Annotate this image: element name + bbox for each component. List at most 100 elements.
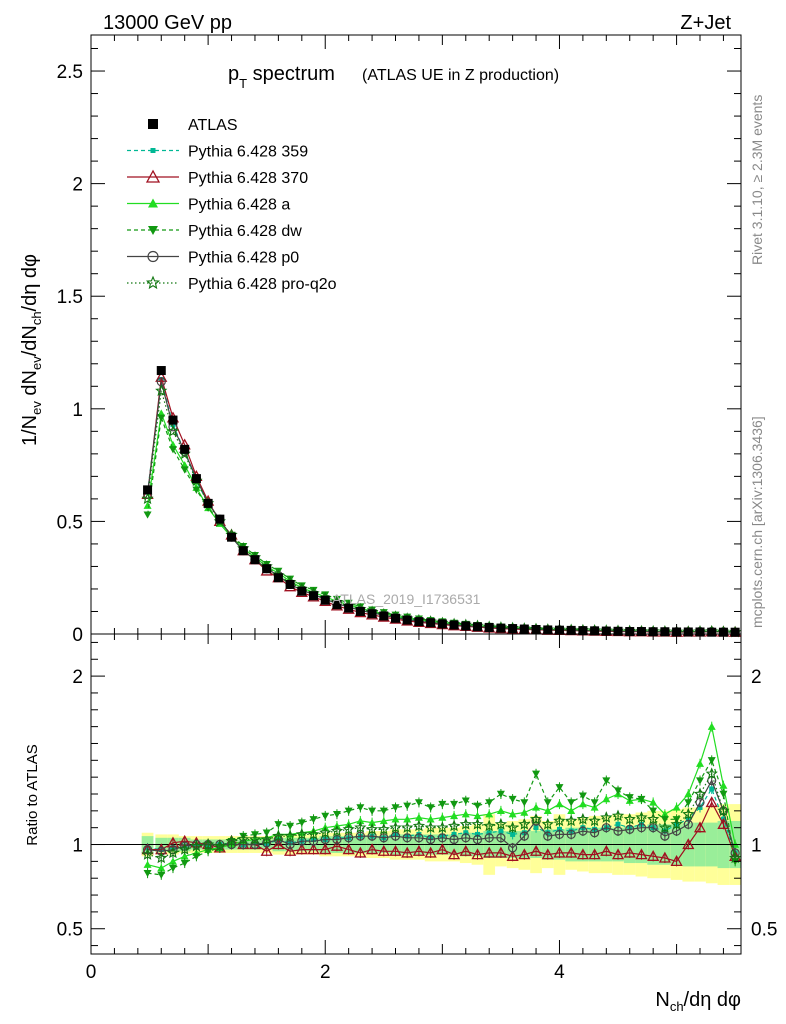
- legend-marker: [150, 148, 156, 153]
- main-point: [168, 446, 177, 454]
- ratio-point: [541, 817, 554, 830]
- ratio-point: [508, 810, 517, 818]
- ratio-point: [543, 799, 552, 807]
- y-tick-label: 1.5: [57, 287, 83, 308]
- ratio-point: [543, 831, 553, 841]
- main-point: [143, 511, 152, 519]
- ratio-point: [496, 790, 505, 798]
- ratio-point: [660, 816, 669, 824]
- legend-label: Pythia 6.428 370: [188, 170, 308, 187]
- ratio-point: [436, 821, 449, 833]
- ratio-point: [717, 817, 730, 829]
- ratio-point: [486, 830, 492, 836]
- atlas-point: [683, 627, 693, 637]
- atlas-point: [156, 366, 166, 376]
- ratio-point: [143, 860, 152, 868]
- ratio-point: [578, 792, 587, 800]
- ratio-point: [295, 843, 308, 855]
- main-point: [192, 486, 201, 494]
- ratio-point: [600, 811, 613, 823]
- ratio-point: [414, 833, 424, 843]
- ratio-point: [459, 817, 472, 830]
- ratio-point: [684, 799, 693, 807]
- ratio-point: [447, 819, 461, 832]
- analysis-watermark: ATLAS_2019_I1736531: [332, 591, 481, 607]
- ratio-point: [635, 848, 648, 860]
- ratio-point: [309, 816, 318, 824]
- ratio-point: [330, 839, 344, 851]
- ratio-point: [696, 759, 705, 767]
- ratio-point: [555, 800, 564, 808]
- y-tick-label: 1: [72, 400, 83, 421]
- ratio-point: [356, 804, 365, 812]
- ratio-point: [494, 846, 508, 858]
- ratio-point: [520, 799, 529, 807]
- ratio-point: [556, 826, 562, 832]
- ratio-point: [623, 812, 636, 825]
- ratio-point: [260, 833, 273, 845]
- atlas-point: [449, 620, 459, 630]
- ratio-point: [719, 781, 728, 789]
- ratio-point: [658, 851, 671, 863]
- atlas-point: [180, 444, 190, 454]
- atlas-point: [332, 600, 342, 610]
- ratio-point: [461, 810, 470, 818]
- ratio-point: [649, 807, 658, 815]
- ratio-point: [178, 843, 191, 855]
- ratio-point: [498, 828, 504, 834]
- ratio-y-axis: 0.5 0.5 1 1 2 2: [57, 641, 777, 947]
- ratio-plot-data: [141, 721, 742, 880]
- main-point: [155, 370, 168, 382]
- ratio-point: [682, 838, 695, 850]
- ratio-point: [685, 816, 691, 822]
- ratio-point: [424, 821, 437, 833]
- main-point: [286, 575, 295, 583]
- atlas-point: [203, 498, 213, 508]
- ratio-point: [578, 800, 587, 808]
- ratio-point: [471, 848, 484, 860]
- ratio-point: [567, 799, 576, 807]
- ratio-point: [389, 844, 402, 856]
- ratio-point: [412, 844, 426, 856]
- ratio-point: [377, 844, 390, 856]
- legend-label: ATLAS: [188, 117, 238, 134]
- legend-label: Pythia 6.428 dw: [188, 223, 302, 240]
- ratio-point: [647, 849, 660, 861]
- ratio-point: [649, 798, 658, 806]
- ratio-point: [567, 806, 576, 815]
- atlas-point: [143, 485, 153, 495]
- ratio-point: [494, 817, 508, 830]
- legend-marker: [145, 169, 161, 183]
- main-point: [166, 424, 180, 437]
- atlas-point: [484, 622, 494, 632]
- ratio-point: [274, 821, 283, 829]
- ratio-point: [482, 819, 496, 832]
- atlas-point: [636, 627, 646, 637]
- ratio-point: [426, 804, 435, 812]
- ratio-point: [389, 821, 402, 833]
- ratio-point: [412, 819, 426, 832]
- atlas-point: [437, 619, 447, 629]
- ratio-point: [485, 810, 494, 818]
- ratio-point: [729, 851, 742, 864]
- ratio-point: [295, 827, 308, 840]
- ratio-point: [283, 844, 297, 856]
- ratio-point: [450, 811, 459, 820]
- legend-marker: [148, 119, 158, 129]
- atlas-point: [730, 627, 740, 637]
- x-tick-label: 4: [554, 962, 565, 983]
- ratio-point: [436, 843, 449, 855]
- atlas-point: [472, 622, 482, 632]
- atlas-point: [168, 415, 178, 425]
- ratio-point: [532, 770, 541, 778]
- ratio-point: [414, 813, 423, 821]
- atlas-point: [519, 624, 529, 634]
- ratio-point: [391, 804, 400, 812]
- atlas-point: [297, 586, 307, 596]
- ratio-point: [449, 834, 459, 845]
- ratio-point: [588, 814, 601, 827]
- ratio-point: [566, 829, 576, 840]
- atlas-point: [215, 514, 225, 524]
- ratio-point: [365, 822, 379, 835]
- ratio-point: [670, 855, 683, 867]
